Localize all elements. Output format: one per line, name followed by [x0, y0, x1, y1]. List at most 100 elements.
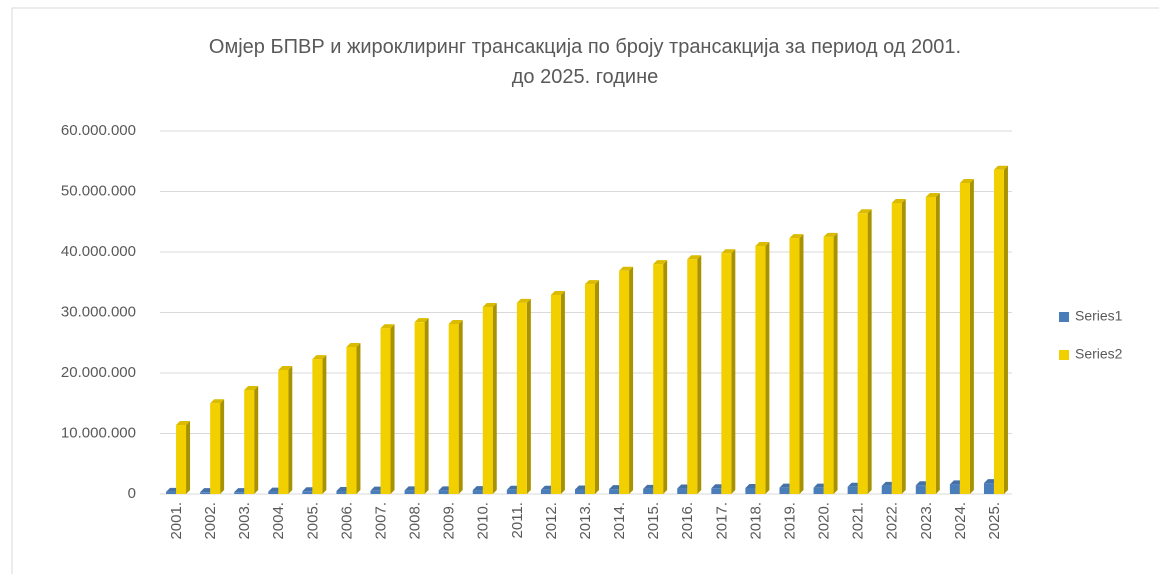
x-tick-label: 2005. [304, 502, 321, 540]
bar [891, 202, 902, 494]
bar [857, 213, 868, 494]
bar [949, 484, 960, 494]
bar [881, 485, 892, 494]
y-tick-label: 40.000.000 [61, 243, 136, 260]
bar [438, 490, 449, 494]
x-tick-label: 2022. [884, 502, 901, 540]
y-tick-label: 20.000.000 [61, 364, 136, 381]
bar [575, 489, 585, 494]
x-tick-label: 2015. [645, 502, 662, 540]
bar-top [653, 260, 668, 265]
bar [983, 483, 994, 494]
bar-side [390, 324, 395, 494]
legend-swatch [1059, 350, 1069, 360]
bar [755, 245, 766, 494]
bar [813, 487, 824, 494]
x-tick-label: 2019. [781, 502, 798, 540]
bar-top [244, 385, 259, 390]
bar [619, 270, 630, 494]
bar-top [891, 198, 906, 203]
bar [677, 488, 688, 494]
bar-top [312, 355, 327, 360]
bar-side [288, 365, 293, 494]
bar-top [346, 342, 361, 347]
bar-top [176, 421, 191, 426]
bar [540, 489, 551, 494]
x-tick-label: 2002. [202, 502, 219, 540]
legend-swatch [1059, 312, 1069, 322]
bar [176, 425, 187, 494]
bar-top [823, 232, 838, 237]
bar-side [663, 260, 668, 494]
bar-top [585, 280, 599, 285]
bar-side [969, 179, 974, 494]
bar-top [278, 365, 293, 370]
bar-top [789, 234, 804, 239]
chart-frame [11, 7, 1159, 574]
x-tick-label: 2023. [918, 502, 935, 540]
bar-side [1003, 165, 1008, 494]
bar [745, 487, 756, 494]
y-tick-label: 0 [128, 485, 136, 502]
x-tick-label: 2006. [338, 502, 355, 540]
bar [380, 328, 391, 494]
bar-top [925, 192, 940, 197]
bar [404, 490, 415, 494]
legend-label: Series1 [1075, 308, 1123, 324]
bar-side [935, 192, 940, 494]
bar-top [550, 290, 565, 295]
bar [789, 238, 800, 494]
x-tick-label: 2024. [952, 502, 969, 540]
bar-top [516, 298, 531, 303]
bar-side [186, 421, 191, 494]
bar-side [901, 198, 906, 494]
bar [721, 253, 732, 494]
x-tick-label: 2001. [168, 502, 185, 540]
bar [779, 487, 790, 494]
x-tick-label: 2017. [713, 502, 730, 540]
bar-top [482, 303, 497, 308]
bar [472, 490, 483, 494]
bar-side [595, 280, 599, 494]
x-tick-label: 2016. [679, 502, 696, 540]
bar [244, 389, 255, 494]
bar-side [731, 249, 736, 494]
bar [823, 236, 834, 494]
bar [346, 346, 357, 494]
bar [166, 491, 177, 494]
legend-label: Series2 [1075, 346, 1123, 362]
bar [925, 196, 936, 494]
bar [234, 492, 245, 494]
bar [687, 259, 698, 494]
x-tick-label: 2009. [441, 502, 458, 540]
y-tick-label: 10.000.000 [61, 424, 136, 441]
bar-side [220, 399, 225, 494]
bar-top [210, 399, 225, 404]
bar [653, 264, 664, 494]
y-tick-label: 30.000.000 [61, 303, 136, 320]
bar-side [458, 319, 463, 494]
bar [643, 488, 654, 494]
x-tick-label: 2013. [577, 502, 594, 540]
bar-top [993, 165, 1008, 170]
bar [200, 492, 211, 494]
chart-title: Омјер БПВР и жироклиринг трансакција по … [208, 36, 962, 88]
bar-side [424, 318, 429, 494]
bar [993, 169, 1004, 494]
bar-top [959, 179, 974, 184]
bar-top [857, 209, 872, 214]
bar [302, 491, 313, 494]
y-tick-label: 50.000.000 [61, 182, 136, 199]
x-tick-label: 2014. [611, 502, 628, 540]
bar-side [492, 303, 497, 494]
x-tick-label: 2004. [270, 502, 287, 540]
bar [448, 323, 459, 494]
bar-side [526, 298, 531, 494]
bar-side [356, 342, 361, 494]
x-tick-label: 2008. [407, 502, 424, 540]
bar [585, 284, 595, 494]
bar-side [799, 234, 804, 494]
bar [959, 183, 970, 494]
bar [847, 486, 858, 494]
